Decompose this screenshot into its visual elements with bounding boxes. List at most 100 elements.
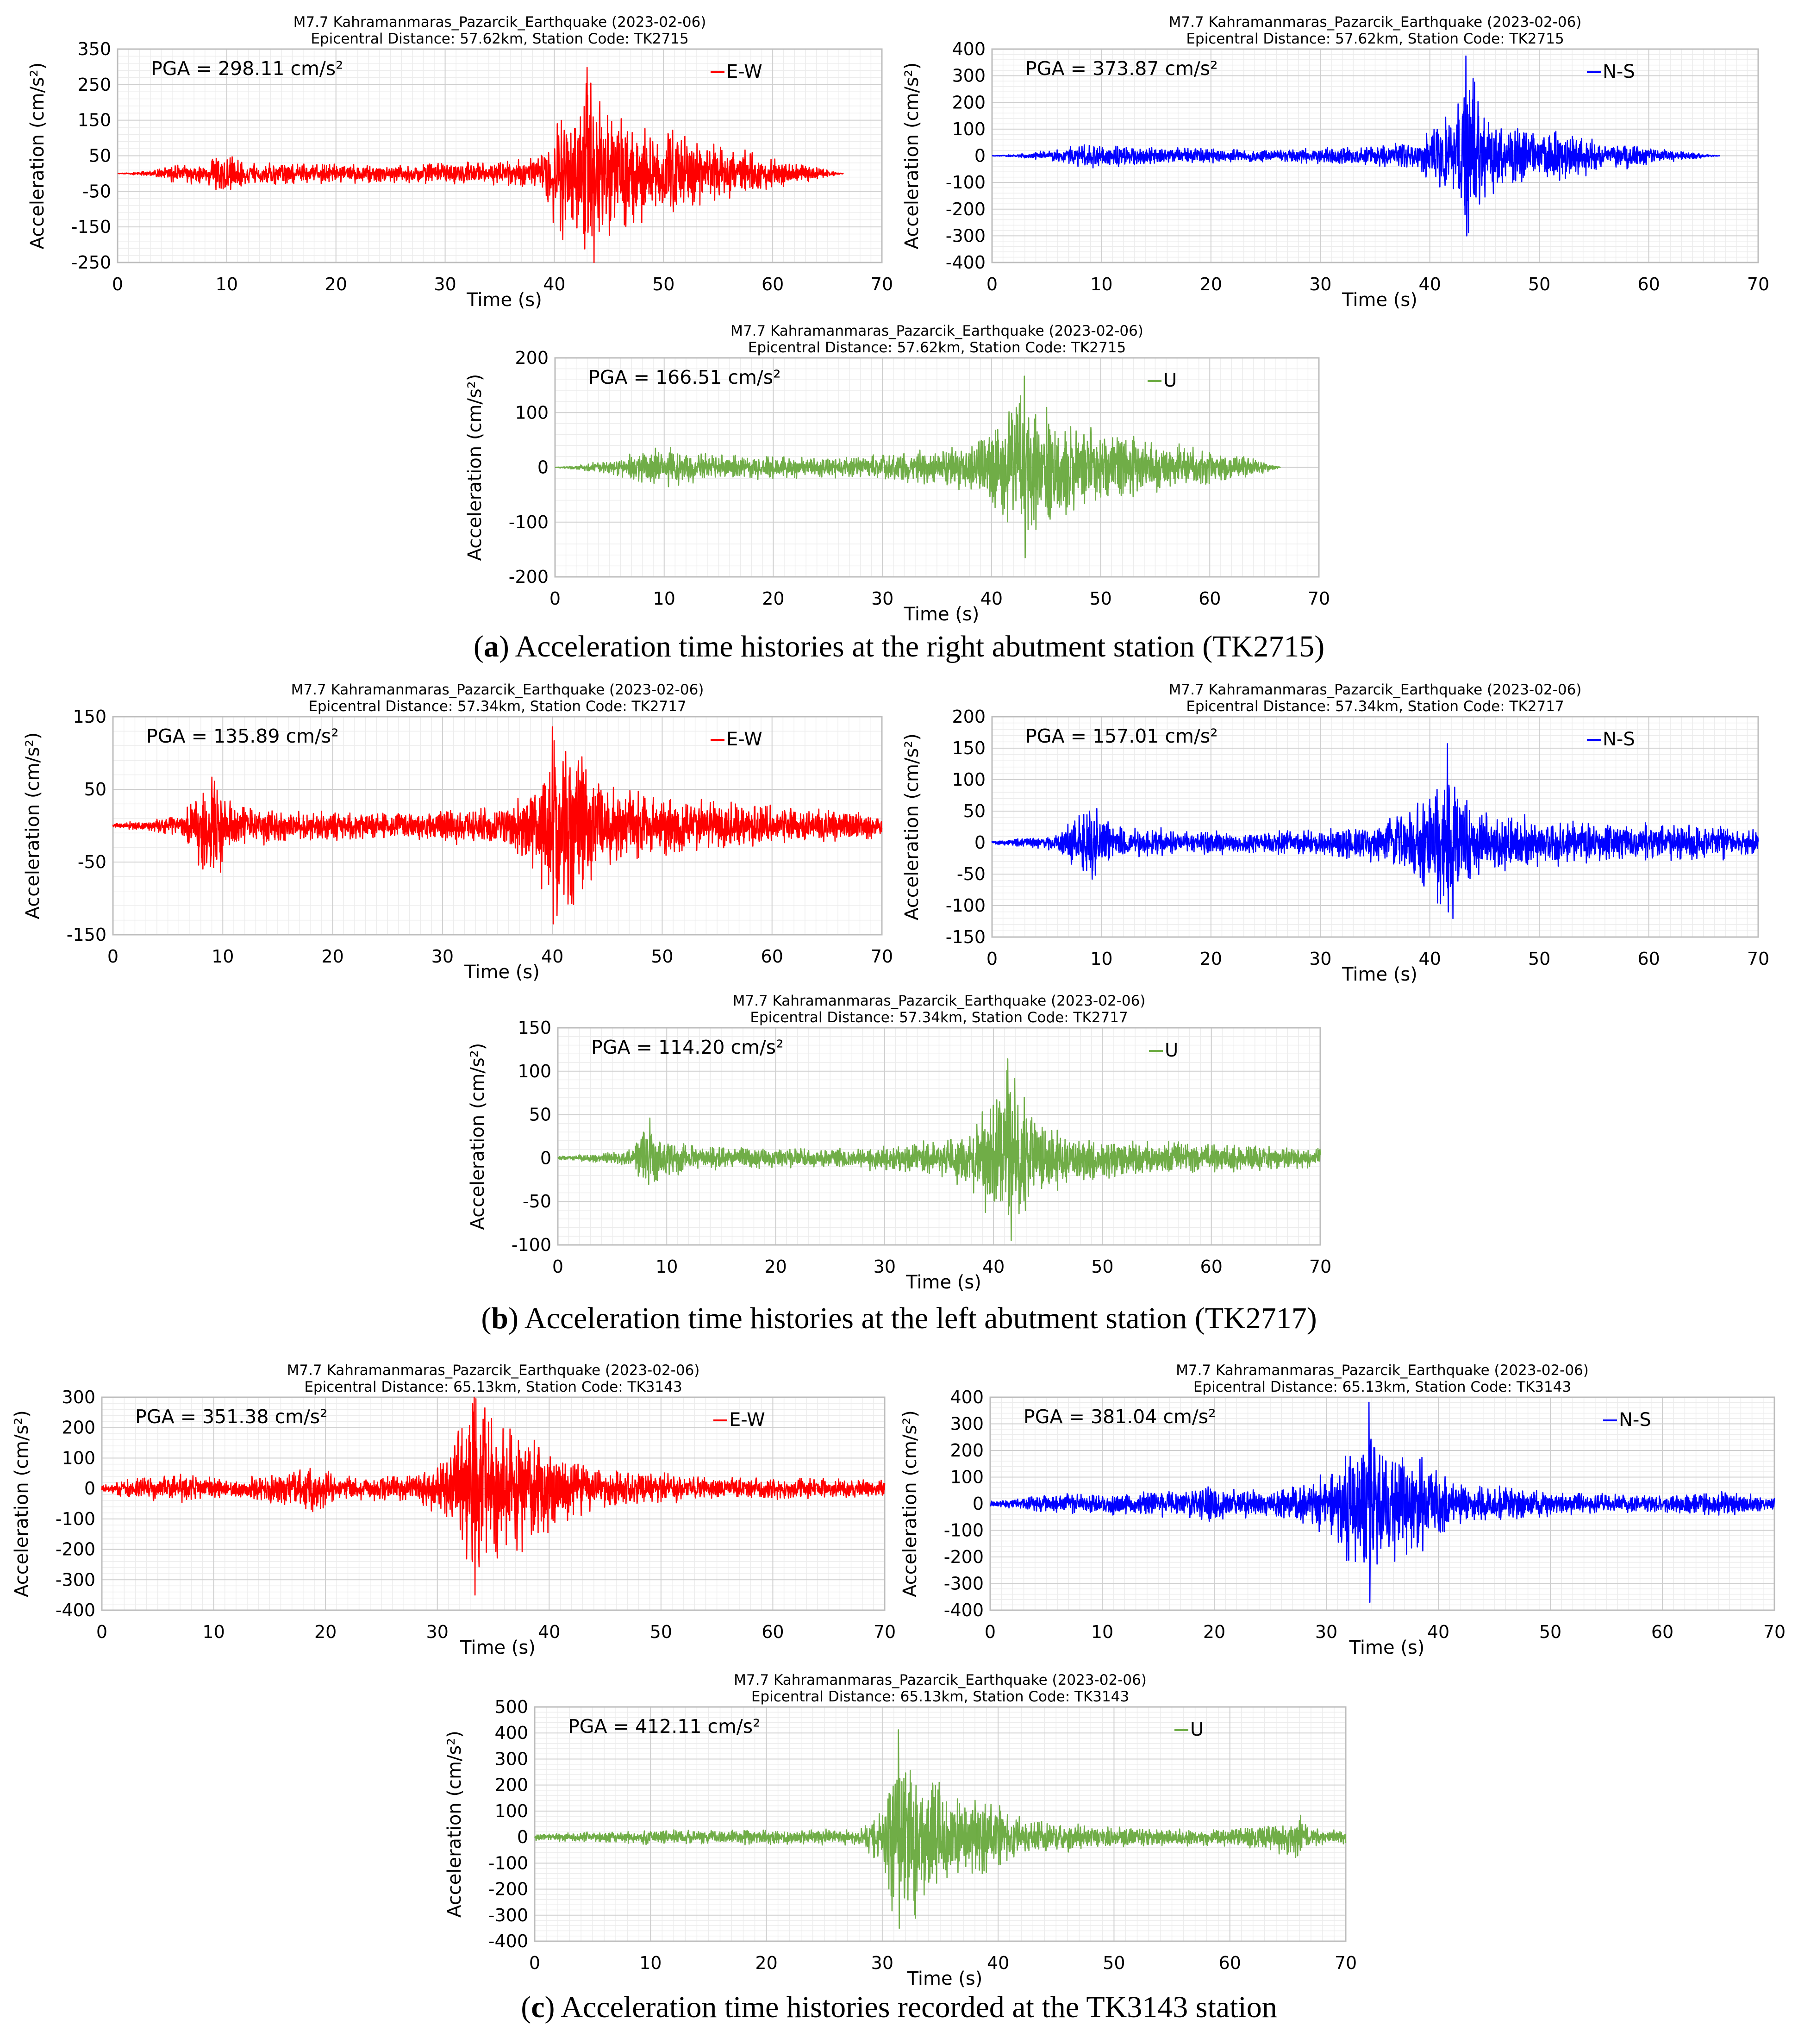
chart-panel: M7.7 Kahramanmaras_Pazarcik_Earthquake (… [27,14,893,311]
chart-subtitle: Epicentral Distance: 57.34km, Station Co… [1186,698,1564,715]
legend-entry: U [1190,1719,1204,1740]
legend-entry: E-W [726,729,762,750]
x-tick-label: 20 [1203,1622,1225,1642]
chart-panel: M7.7 Kahramanmaras_Pazarcik_Earthquake (… [444,1672,1357,1989]
chart-subtitle: Epicentral Distance: 57.62km, Station Co… [1186,31,1564,47]
y-tick-label: -400 [946,252,986,273]
y-tick-label: 100 [952,769,986,790]
x-tick-label: 40 [541,946,563,967]
chart-subtitle: Epicentral Distance: 65.13km, Station Co… [751,1688,1129,1705]
y-tick-label: -100 [946,172,986,193]
chart-subtitle: Epicentral Distance: 57.62km, Station Co… [311,31,688,47]
x-tick-label: 10 [216,274,238,294]
y-axis-label: Acceleration (cm/s²) [444,1731,465,1918]
x-tick-label: 30 [871,1953,893,1973]
x-tick-label: 0 [986,274,998,294]
pga-annotation: PGA = 381.04 cm/s² [1024,1406,1216,1428]
x-tick-label: 70 [1335,1953,1357,1973]
x-tick-label: 10 [653,588,675,609]
x-axis-label: Time (s) [907,1968,983,1989]
x-tick-label: 30 [1315,1622,1337,1642]
caption-letter: c [531,1990,544,2024]
y-tick-label: 200 [515,348,549,368]
x-tick-label: 0 [112,274,123,294]
caption-paren: ) [499,630,509,663]
legend-entry: U [1165,1040,1178,1061]
chart-subtitle: Epicentral Distance: 57.34km, Station Co… [750,1009,1128,1026]
y-tick-label: 0 [540,1148,551,1168]
x-tick-label: 10 [1090,949,1112,969]
y-tick-label: -150 [71,217,111,237]
legend-entry: U [1163,370,1177,391]
series-trace [990,1401,1775,1603]
y-axis-label: Acceleration (cm/s²) [467,1043,488,1230]
y-tick-label: 300 [950,1414,984,1434]
x-tick-label: 50 [652,274,674,294]
y-tick-label: 0 [974,146,986,166]
y-axis-label: Acceleration (cm/s²) [22,732,44,919]
x-axis-label: Time (s) [1349,1637,1425,1658]
y-tick-label: -300 [944,1574,984,1594]
y-tick-label: 50 [963,801,986,821]
chart-title: M7.7 Kahramanmaras_Pazarcik_Earthquake (… [287,1362,700,1379]
y-tick-label: 100 [950,1467,984,1488]
x-tick-label: 30 [431,946,454,967]
chart-subtitle: Epicentral Distance: 57.62km, Station Co… [748,339,1126,356]
x-tick-label: 0 [549,588,561,609]
y-tick-label: 150 [518,1018,551,1038]
caption-paren: ) [544,1990,555,2024]
y-tick-label: 400 [952,39,986,59]
x-tick-label: 20 [762,588,784,609]
caption-paren: ( [474,630,484,663]
x-tick-label: 60 [1219,1953,1241,1973]
chart-title: M7.7 Kahramanmaras_Pazarcik_Earthquake (… [291,681,704,698]
x-tick-label: 20 [1200,949,1222,969]
x-tick-label: 40 [538,1622,560,1642]
y-tick-label: -200 [488,1879,528,1900]
x-tick-label: 60 [762,1622,784,1642]
caption-letter: b [491,1301,508,1335]
x-tick-label: 30 [874,1256,896,1277]
y-tick-label: 300 [952,66,986,86]
y-tick-label: -100 [944,1520,984,1541]
series-trace [112,726,883,925]
chart-panel: M7.7 Kahramanmaras_Pazarcik_Earthquake (… [22,681,893,983]
x-tick-label: 40 [1419,949,1441,969]
y-tick-label: -50 [78,852,106,872]
x-tick-label: 40 [982,1256,1005,1277]
x-tick-label: 50 [1528,949,1550,969]
chart-title: M7.7 Kahramanmaras_Pazarcik_Earthquake (… [733,993,1146,1009]
x-tick-label: 30 [1309,949,1331,969]
pga-annotation: PGA = 135.89 cm/s² [146,725,339,747]
x-axis-label: Time (s) [464,962,540,983]
y-tick-label: 100 [494,1801,528,1821]
y-axis-label: Acceleration (cm/s²) [27,63,48,250]
figure-caption: (c) Acceleration time histories recorded… [521,1990,1277,2024]
chart-panel: M7.7 Kahramanmaras_Pazarcik_Earthquake (… [901,14,1769,311]
x-tick-label: 60 [761,946,783,967]
y-tick-label: 100 [515,402,549,423]
plot-frame [991,716,1759,938]
y-tick-label: -150 [67,925,106,945]
y-tick-label: 400 [494,1723,528,1743]
legend-entry: E-W [729,1409,765,1431]
y-tick-label: 100 [952,119,986,139]
x-tick-label: 30 [1309,274,1331,294]
x-tick-label: 40 [1427,1622,1449,1642]
x-tick-label: 50 [1089,588,1111,609]
chart-title: M7.7 Kahramanmaras_Pazarcik_Earthquake (… [1169,681,1582,698]
y-tick-label: 200 [494,1775,528,1795]
y-tick-label: 0 [974,832,986,853]
x-tick-label: 20 [764,1256,787,1277]
x-tick-label: 40 [987,1953,1009,1973]
caption-paren: ( [481,1301,491,1335]
y-tick-label: -50 [523,1191,551,1212]
x-tick-label: 70 [1747,949,1769,969]
chart-panel: M7.7 Kahramanmaras_Pazarcik_Earthquake (… [901,681,1769,985]
x-axis-label: Time (s) [1342,289,1417,311]
legend-entry: N-S [1619,1409,1651,1431]
figure-caption: (a) Acceleration time histories at the r… [474,630,1324,663]
legend-entry: E-W [726,61,762,82]
pga-annotation: PGA = 373.87 cm/s² [1025,57,1218,80]
